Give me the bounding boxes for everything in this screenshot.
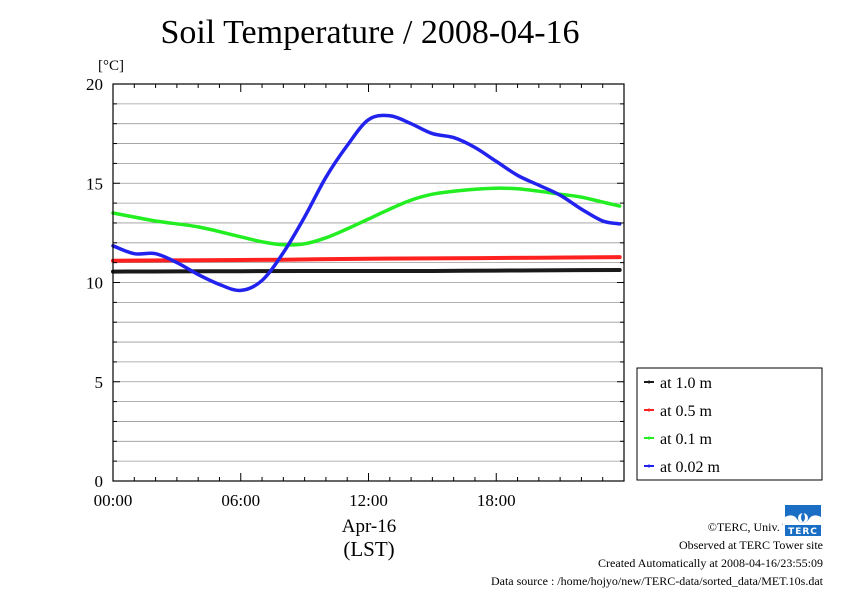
series-line-at-0-1-m: [111, 186, 622, 247]
x-tick-label: 00:00: [94, 491, 133, 510]
series-line-at-0-02-m: [111, 113, 622, 293]
legend-label: at 1.0 m: [660, 375, 713, 392]
credit-created: Created Automatically at 2008-04-16/23:5…: [598, 556, 823, 570]
legend-label: at 0.1 m: [660, 431, 713, 448]
legend-marker: [647, 408, 651, 412]
y-axis-label: [°C]: [98, 58, 124, 74]
svg-text:TERC: TERC: [788, 527, 818, 537]
chart-title: Soil Temperature / 2008-04-16: [160, 14, 580, 51]
series-layer: [111, 113, 622, 293]
x-date-label: Apr-16: [342, 516, 397, 537]
y-tick-label: 10: [86, 274, 103, 293]
y-tick-label: 0: [95, 472, 104, 491]
legend-label: at 0.5 m: [660, 403, 713, 420]
legend-box: [636, 367, 823, 481]
legend: at 1.0 m at 0.5 m at 0.1 m at 0.02 m: [636, 367, 823, 481]
x-tick-label: 18:00: [477, 491, 516, 510]
series-line-at-0-5-m: [111, 255, 622, 263]
x-tick-label: 06:00: [221, 491, 260, 510]
credit-observed: Observed at TERC Tower site: [678, 538, 823, 552]
legend-marker: [647, 464, 651, 468]
y-tick-label: 15: [86, 174, 103, 193]
y-tick-label: 5: [95, 373, 104, 392]
legend-marker: [647, 380, 651, 384]
credit-source: Data source : /home/hojyo/new/TERC-data/…: [490, 574, 823, 588]
x-axis-label: (LST): [343, 537, 394, 561]
grid: [113, 103, 624, 462]
x-tick-label: 12:00: [349, 491, 388, 510]
axis-ticks: 0 5 10 15 20 00:00 06:00 12:00 18:00: [86, 75, 625, 510]
legend-marker: [647, 436, 651, 440]
y-tick-label: 20: [86, 75, 103, 94]
legend-label: at 0.02 m: [660, 459, 721, 476]
terc-logo-icon: TERC: [783, 503, 823, 537]
